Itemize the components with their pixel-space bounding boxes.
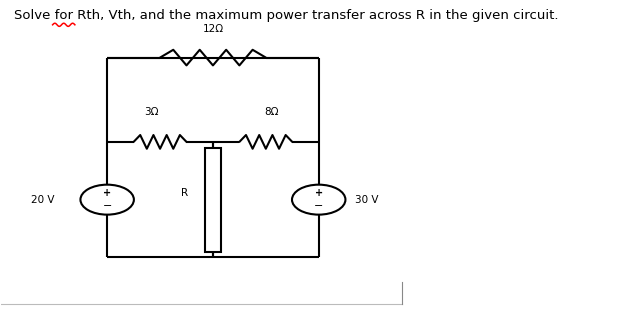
Text: −: − — [102, 201, 112, 211]
Circle shape — [80, 185, 134, 215]
Text: 12Ω: 12Ω — [202, 24, 224, 34]
Text: R: R — [181, 188, 188, 198]
Text: +: + — [315, 188, 323, 198]
Bar — [205, 148, 221, 252]
Text: −: − — [314, 201, 323, 211]
Text: 3Ω: 3Ω — [144, 107, 159, 117]
Text: +: + — [103, 188, 111, 198]
Text: 30 V: 30 V — [355, 195, 379, 205]
Text: 20 V: 20 V — [31, 195, 54, 205]
Text: Solve for Rth, Vth, and the maximum power transfer across R in the given circuit: Solve for Rth, Vth, and the maximum powe… — [14, 9, 558, 22]
Text: 8Ω: 8Ω — [264, 107, 279, 117]
Circle shape — [292, 185, 345, 215]
